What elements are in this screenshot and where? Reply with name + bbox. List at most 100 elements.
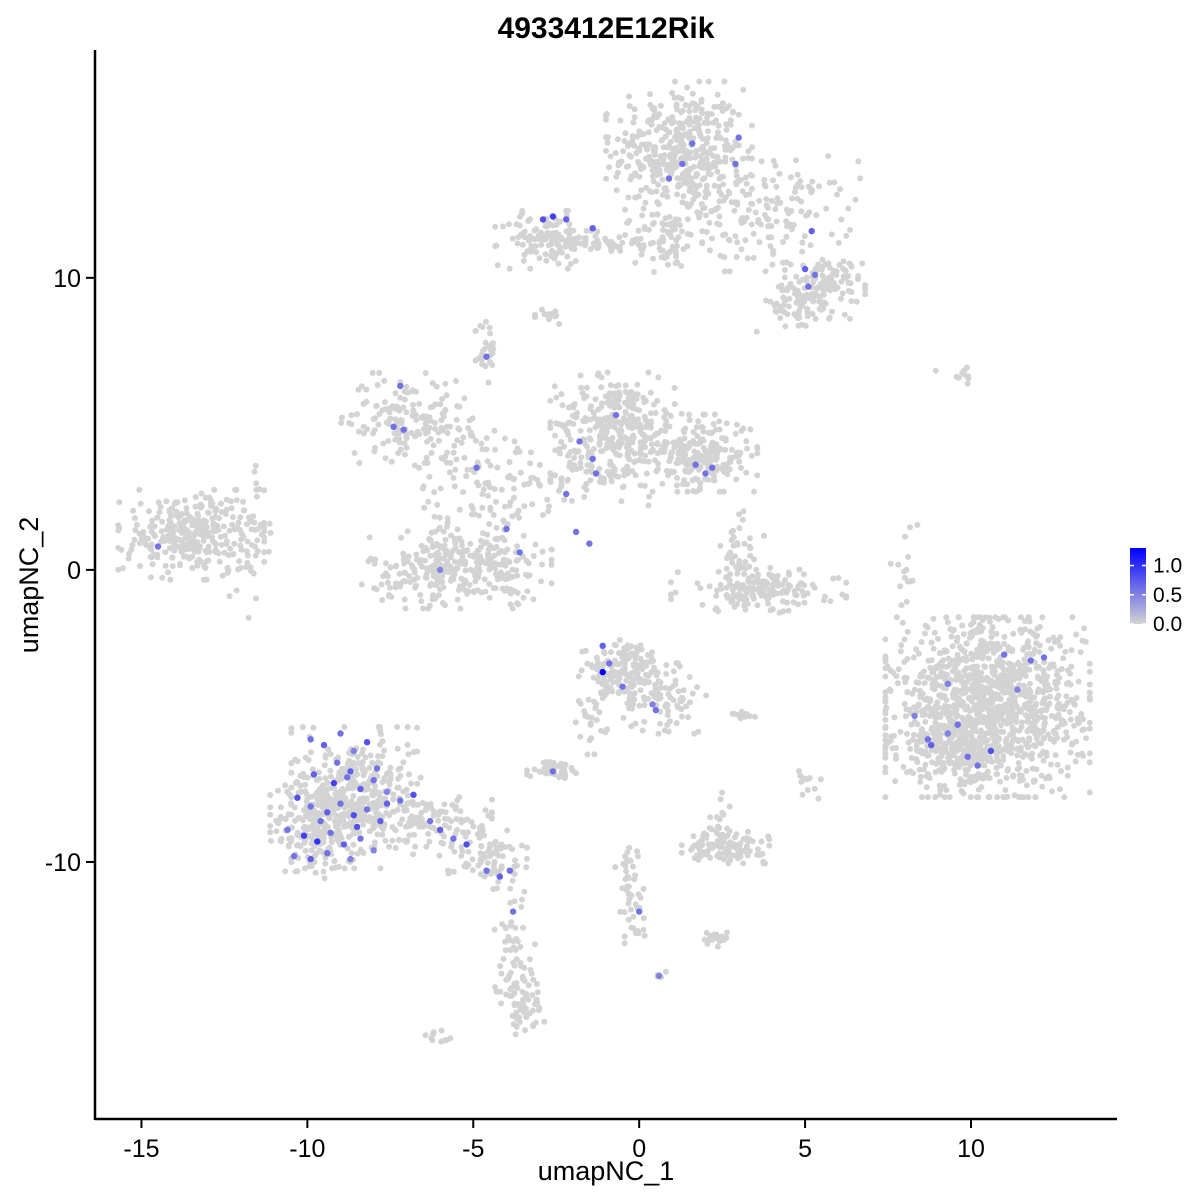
cell-point bbox=[669, 243, 676, 250]
cell-point bbox=[696, 130, 703, 137]
cell-point bbox=[435, 556, 442, 563]
cell-point bbox=[543, 235, 550, 242]
cell-point bbox=[1061, 736, 1068, 743]
cell-point bbox=[981, 663, 988, 670]
cell-point bbox=[716, 825, 723, 831]
cell-point bbox=[568, 764, 575, 771]
cell-point bbox=[710, 119, 717, 126]
cell-point bbox=[1009, 648, 1016, 655]
cell-point bbox=[936, 722, 943, 729]
cell-point bbox=[459, 542, 465, 549]
cell-point bbox=[643, 184, 650, 191]
cell-point bbox=[747, 171, 754, 178]
cell-point bbox=[626, 152, 633, 159]
cell-point bbox=[797, 178, 804, 185]
cell-point bbox=[558, 438, 565, 445]
cell-point bbox=[514, 590, 521, 596]
cell-point bbox=[699, 228, 706, 235]
cell-point bbox=[723, 565, 730, 572]
cell-point bbox=[882, 707, 889, 714]
cell-point bbox=[410, 749, 417, 756]
cell-point bbox=[137, 563, 143, 569]
cell-point bbox=[547, 419, 554, 426]
cell-point bbox=[938, 694, 945, 701]
cell-point bbox=[706, 583, 713, 590]
cell-point bbox=[488, 555, 494, 562]
cell-point bbox=[450, 547, 456, 554]
cell-point bbox=[792, 290, 798, 297]
cell-point bbox=[903, 730, 910, 737]
cell-point bbox=[631, 106, 638, 113]
cell-point bbox=[613, 383, 620, 390]
cell-point bbox=[773, 581, 780, 588]
cell-point bbox=[723, 126, 730, 133]
cell-point bbox=[652, 410, 659, 416]
cell-point bbox=[543, 257, 550, 264]
cell-point bbox=[704, 149, 711, 156]
cell-point bbox=[1049, 788, 1056, 795]
cell-point bbox=[544, 496, 551, 503]
cell-point bbox=[647, 91, 653, 98]
cell-point bbox=[418, 542, 425, 549]
cell-point bbox=[433, 383, 440, 390]
cell-point bbox=[840, 258, 847, 265]
cell-point bbox=[447, 577, 454, 584]
cell-point bbox=[933, 760, 940, 767]
cell-point bbox=[501, 435, 508, 442]
cell-point bbox=[427, 435, 434, 442]
cell-point bbox=[573, 449, 580, 456]
cell-point bbox=[528, 449, 534, 456]
cell-point bbox=[645, 672, 652, 679]
cell-point bbox=[572, 719, 579, 726]
cell-point bbox=[744, 255, 751, 262]
cell-point bbox=[604, 444, 611, 451]
cell-point bbox=[637, 687, 644, 694]
cell-point bbox=[964, 686, 971, 693]
cell-point bbox=[762, 593, 769, 600]
cell-point bbox=[396, 570, 403, 577]
cell-point bbox=[704, 114, 711, 121]
cell-point bbox=[1038, 740, 1045, 747]
cell-point bbox=[177, 562, 184, 569]
cell-point bbox=[454, 437, 461, 444]
cell-point bbox=[933, 663, 940, 670]
cell-point bbox=[749, 122, 755, 129]
cell-point bbox=[994, 771, 1001, 778]
cell-point bbox=[486, 521, 493, 528]
cell-point bbox=[757, 587, 764, 593]
cell-point bbox=[897, 583, 904, 590]
cell-point bbox=[722, 158, 729, 165]
cell-point bbox=[1003, 775, 1010, 781]
cell-point bbox=[148, 574, 154, 581]
cell-point bbox=[699, 143, 706, 150]
cell-point bbox=[652, 159, 659, 166]
cell-point bbox=[517, 469, 524, 476]
cell-point bbox=[511, 494, 517, 501]
cell-point bbox=[583, 393, 590, 400]
cell-point bbox=[787, 174, 794, 181]
cell-point bbox=[443, 523, 450, 530]
cell-point bbox=[383, 560, 389, 567]
cell-point bbox=[675, 450, 682, 457]
cell-point bbox=[494, 262, 501, 269]
cell-point bbox=[769, 606, 776, 613]
cell-point bbox=[641, 482, 648, 489]
cell-point bbox=[1000, 794, 1007, 801]
cell-point bbox=[566, 221, 573, 227]
cell-point bbox=[901, 568, 908, 575]
cell-point bbox=[351, 865, 358, 872]
cell-point bbox=[835, 575, 842, 581]
cell-point bbox=[1040, 673, 1047, 680]
cell-point bbox=[1086, 759, 1093, 766]
cell-point bbox=[511, 475, 518, 482]
cell-point bbox=[537, 482, 544, 489]
cell-point bbox=[834, 284, 841, 291]
cell-point bbox=[714, 129, 721, 136]
cell-point bbox=[690, 196, 697, 203]
cell-point bbox=[395, 837, 402, 844]
cell-point bbox=[694, 171, 701, 178]
cell-point bbox=[657, 102, 664, 109]
cell-point bbox=[500, 517, 507, 524]
cell-point bbox=[390, 796, 397, 803]
cell-point bbox=[802, 322, 809, 329]
